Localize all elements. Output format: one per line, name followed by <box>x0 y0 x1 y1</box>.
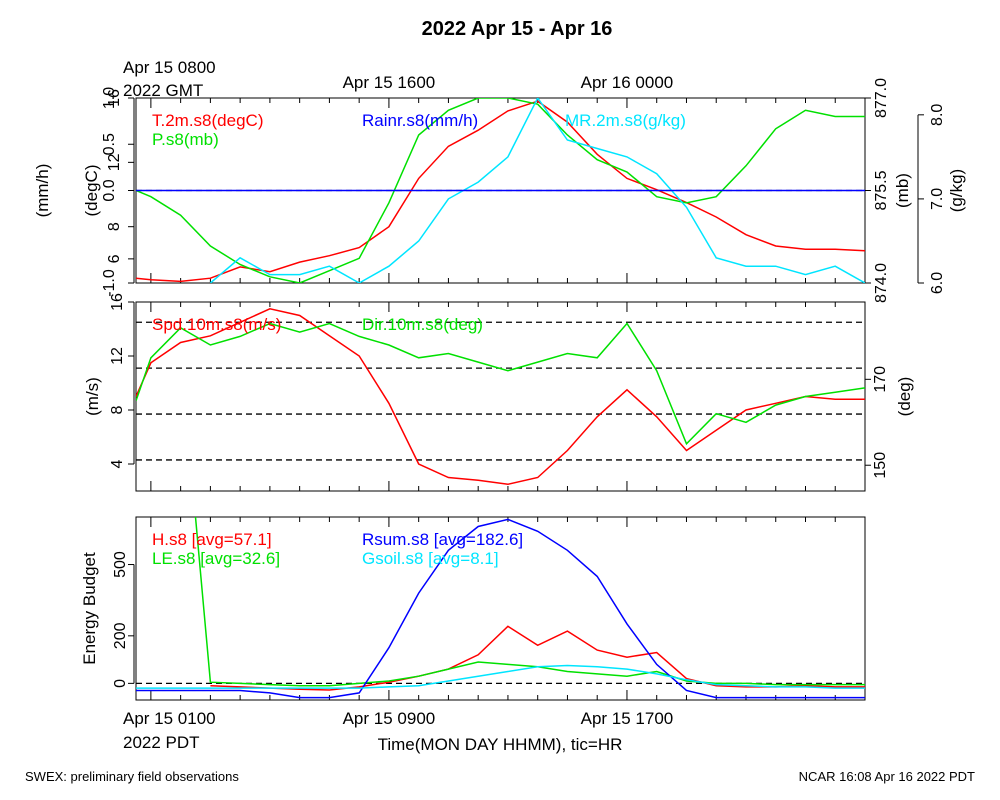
y-axis-label: (mm/h) <box>33 164 52 218</box>
legend-entry: Dir.10m.s8(deg) <box>362 315 483 334</box>
bottom-time-label: 2022 PDT <box>123 733 200 752</box>
y-axis-label: (deg) <box>895 377 914 417</box>
y-tick-label: 0.0 <box>101 179 118 201</box>
legend-entry: P.s8(mb) <box>152 130 219 149</box>
series-line <box>136 308 865 486</box>
series-line <box>194 517 865 687</box>
panel-wind: 4 8 12 16 (m/s) 150 170 (deg) Spd.10m.s8(m/s) Dir… <box>83 293 914 492</box>
legend-entry: T.2m.s8(degC) <box>152 111 263 130</box>
legend-entry: Gsoil.s8 [avg=8.1] <box>362 549 499 568</box>
series-line <box>136 322 865 446</box>
y-tick-label: 8.0 <box>929 104 946 126</box>
footer-left: SWEX: preliminary field observations <box>25 769 239 784</box>
legend-entry: Rsum.s8 [avg=182.6] <box>362 530 523 549</box>
panel-energy-budget: 0 200 500 Energy Budget H.s8 [avg=57.1]LE.s8… <box>80 516 866 701</box>
y-tick-label: 6 <box>106 254 123 263</box>
wind-axis-left-0: 4 8 12 16 (m/s) <box>83 293 135 468</box>
met-axis-left-1: 6 8 12 16 (degC) <box>82 89 135 263</box>
bottom-time-label: Apr 15 0900 <box>343 709 436 728</box>
y-tick-label: 875.5 <box>873 170 890 210</box>
y-tick-label: 877.0 <box>873 78 890 118</box>
y-tick-label: 8 <box>106 222 123 231</box>
legend-entry: H.s8 [avg=57.1] <box>152 530 272 549</box>
y-tick-label: 8 <box>109 405 126 414</box>
legend-entry: MR.2m.s8(g/kg) <box>565 111 686 130</box>
bottom-time-label: Apr 15 0100 <box>123 709 216 728</box>
y-axis-label: (m/s) <box>83 377 102 416</box>
top-time-label: Apr 15 1600 <box>343 73 436 92</box>
y-tick-label: 16 <box>106 89 123 107</box>
top-time-label: Apr 15 0800 <box>123 58 216 77</box>
bottom-time-label: Apr 15 1700 <box>581 709 674 728</box>
y-tick-label: 1.0 <box>101 87 118 109</box>
y-tick-label: 150 <box>872 452 889 479</box>
y-tick-label: 6.0 <box>929 272 946 294</box>
y-axis-label: (mb) <box>893 173 912 208</box>
footer-right: NCAR 16:08 Apr 16 2022 PDT <box>799 769 975 784</box>
legend-entry: Rainr.s8(mm/h) <box>362 111 478 130</box>
y-tick-label: 12 <box>109 347 126 365</box>
energy-axis-left-0: 0 200 500 Energy Budget <box>80 551 135 688</box>
series-line <box>136 664 865 689</box>
series-line <box>210 625 865 691</box>
y-tick-label: 500 <box>112 551 129 578</box>
y-axis-label: (degC) <box>82 165 101 217</box>
legend-entry: LE.s8 [avg=32.6] <box>152 549 280 568</box>
series-line <box>136 518 865 699</box>
met-axis-right-2: 874.0 875.5 877.0 (mb) <box>865 78 912 303</box>
met-axis-right-3: 6.0 7.0 8.0 (g/kg) <box>917 104 966 294</box>
y-tick-label: 4 <box>109 459 126 468</box>
series-line <box>136 98 865 283</box>
x-axis-label: Time(MON DAY HHMM), tic=HR <box>378 735 623 754</box>
met-axis-left-0: -1.0 0.0 0.5 1.0 (mm/h) <box>33 87 135 297</box>
panel-meteorology: -1.0 0.0 0.5 1.0 (mm/h) 6 8 12 16 (degC) 874.0 875.… <box>33 78 966 303</box>
series-line <box>209 98 865 283</box>
y-axis-label: (g/kg) <box>947 169 966 212</box>
y-tick-label: 0.5 <box>101 133 118 155</box>
energy-frame <box>135 516 866 701</box>
y-tick-label: 16 <box>109 293 126 311</box>
y-tick-label: 12 <box>106 153 123 171</box>
series-line <box>136 100 865 283</box>
y-axis-label: Energy Budget <box>80 552 99 665</box>
top-time-label: Apr 16 0000 <box>581 73 674 92</box>
top-time-labels: Apr 15 0800 2022 GMT Apr 15 1600 Apr 16 000… <box>123 58 673 100</box>
y-tick-label: 170 <box>872 366 889 393</box>
top-time-label: 2022 GMT <box>123 81 203 100</box>
chart-title: 2022 Apr 15 - Apr 16 <box>422 18 613 40</box>
y-tick-label: 200 <box>112 622 129 649</box>
y-tick-label: 874.0 <box>873 263 890 303</box>
legend-entry: Spd.10m.s8(m/s) <box>152 315 281 334</box>
y-tick-label: 0 <box>112 679 129 688</box>
bottom-time-labels: Apr 15 0100 2022 PDT Apr 15 0900 Apr 15 170… <box>123 709 673 752</box>
wind-axis-right-1: 150 170 (deg) <box>865 366 914 479</box>
y-tick-label: -1.0 <box>101 269 118 297</box>
y-tick-label: 7.0 <box>929 188 946 210</box>
